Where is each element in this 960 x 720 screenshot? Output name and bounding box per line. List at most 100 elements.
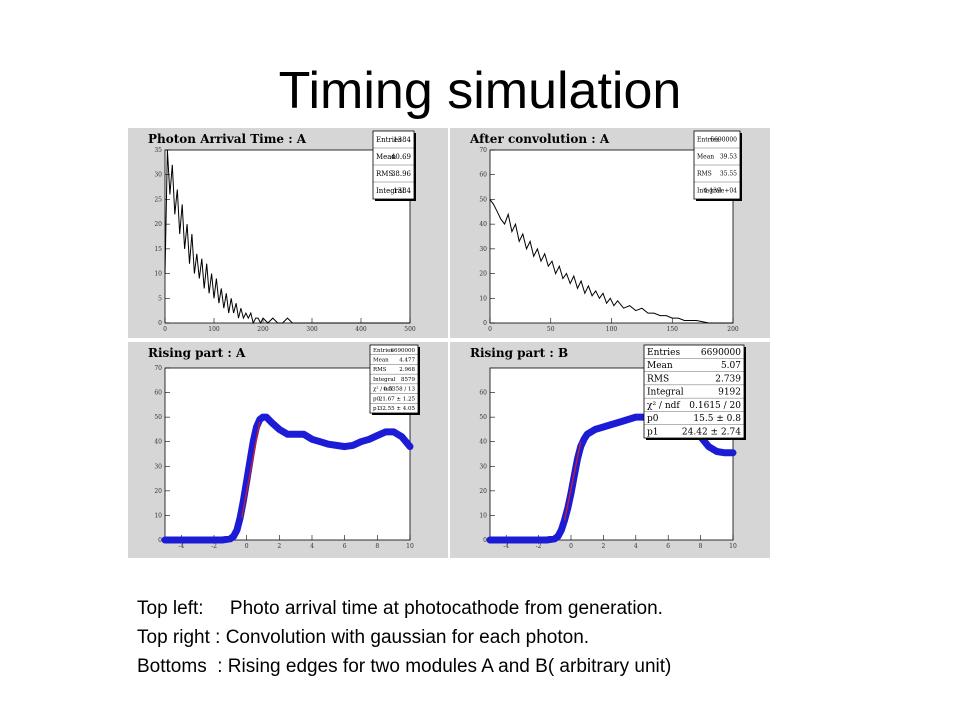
x-tick-label: 100: [208, 326, 220, 333]
stats-label: Mean: [647, 361, 673, 371]
stats-value: 4.477: [399, 357, 415, 363]
data-point: [617, 419, 623, 425]
y-tick-label: 20: [154, 221, 162, 228]
y-tick-label: 0: [483, 537, 487, 544]
chart-panel-3: Rising part : A -4 -2 0 2 4 6 8 10 0 10 20 30 40 50 60 7…: [128, 342, 448, 558]
y-tick-label: 70: [479, 147, 487, 154]
stats-label: Integral: [376, 187, 405, 195]
stats-label: p1: [373, 406, 380, 412]
stats-value: 1384: [393, 187, 411, 195]
data-point: [558, 527, 564, 533]
x-tick-label: 400: [355, 326, 367, 333]
x-tick-label: 4: [310, 543, 314, 550]
y-tick-label: 20: [479, 271, 487, 278]
y-tick-label: 30: [154, 172, 162, 179]
data-point: [561, 517, 568, 523]
stats-label: RMS: [376, 170, 393, 178]
y-tick-label: 30: [154, 463, 162, 470]
data-point: [301, 431, 307, 437]
data-point: [178, 537, 184, 543]
stats-value: 1384: [393, 136, 411, 144]
data-point: [231, 533, 237, 539]
chart-title: After convolution : A: [469, 132, 610, 146]
y-tick-label: 10: [154, 512, 162, 519]
stats-label: Entries: [697, 137, 719, 144]
stats-value: 8579: [401, 377, 415, 383]
data-point: [162, 537, 168, 543]
data-series: [164, 149, 410, 325]
y-tick-label: 40: [154, 439, 162, 446]
data-point: [284, 431, 291, 437]
data-point: [186, 537, 193, 543]
stats-value: 15.5 ± 0.8: [693, 414, 741, 424]
caption-top-left: Top left: Photo arrival time at photocat…: [137, 598, 663, 619]
x-tick-label: -4: [178, 543, 184, 550]
data-point: [325, 441, 331, 447]
stats-value: 6690000: [391, 348, 416, 354]
data-point: [366, 436, 372, 442]
data-point: [253, 424, 260, 430]
stats-box: [643, 344, 745, 439]
y-tick-label: 5: [158, 295, 162, 302]
stats-label: Entries: [376, 136, 402, 144]
data-point: [263, 414, 269, 420]
stats-label: Mean: [373, 357, 389, 363]
x-tick-label: 0: [245, 543, 249, 550]
caption-bottoms: Bottoms : Rising edges for two modules A…: [137, 656, 672, 677]
stats-label: RMS: [697, 171, 712, 178]
data-point: [382, 429, 389, 435]
data-point: [195, 537, 201, 543]
stats-value: 2.968: [399, 367, 415, 373]
data-point: [317, 439, 323, 445]
data-point: [519, 537, 526, 543]
x-tick-label: 0: [488, 326, 492, 333]
data-point: [399, 434, 405, 440]
data-point: [391, 429, 397, 435]
x-tick-label: 6: [343, 543, 347, 550]
data-point: [170, 537, 176, 543]
x-tick-label: -2: [211, 543, 217, 550]
stats-value: 0.5358 / 13: [383, 387, 415, 393]
x-tick-label: 200: [257, 326, 269, 333]
caption-top-right: Top right : Convolution with gaussian fo…: [137, 627, 590, 648]
x-tick-label: 50: [547, 326, 555, 333]
stats-label: Mean: [376, 153, 396, 161]
y-tick-label: 0: [483, 320, 487, 327]
x-tick-label: 0: [569, 543, 573, 550]
stats-label: RMS: [373, 367, 387, 373]
x-tick-label: 6: [666, 543, 670, 550]
stats-label: p0: [647, 414, 659, 424]
stats-box: [369, 344, 419, 414]
data-point: [608, 421, 615, 428]
y-tick-label: 40: [479, 439, 487, 446]
data-point: [293, 431, 299, 437]
y-tick-label: 70: [154, 365, 162, 372]
data-point: [706, 444, 712, 450]
data-series: [489, 199, 733, 324]
x-tick-label: 0: [163, 326, 167, 333]
stats-value: 6690000: [710, 137, 737, 144]
stats-value: 21.67 ± 1.25: [379, 396, 416, 402]
x-tick-label: 500: [404, 326, 416, 333]
chart-panel-1: Photon Arrival Time : A 0 100 200 300 400 500 0…: [128, 128, 448, 338]
y-tick-label: 30: [479, 246, 487, 253]
data-point: [219, 537, 225, 543]
y-tick-label: 15: [154, 246, 162, 253]
y-tick-label: 35: [154, 147, 162, 154]
stats-value: 0.1615 / 20: [689, 401, 741, 411]
data-point: [581, 436, 587, 442]
y-tick-label: 50: [479, 414, 487, 421]
data-point: [503, 537, 509, 543]
y-tick-label: 0: [158, 537, 162, 544]
stats-label: Integral: [697, 188, 721, 195]
data-point: [600, 424, 607, 430]
x-tick-label: 100: [606, 326, 618, 333]
stats-label: Integral: [373, 377, 396, 383]
data-point: [309, 436, 315, 442]
x-tick-label: 2: [277, 543, 281, 550]
y-tick-label: 20: [479, 488, 487, 495]
stats-value: 38.96: [391, 170, 412, 178]
plot-area: [164, 367, 411, 541]
x-tick-label: 300: [306, 326, 318, 333]
